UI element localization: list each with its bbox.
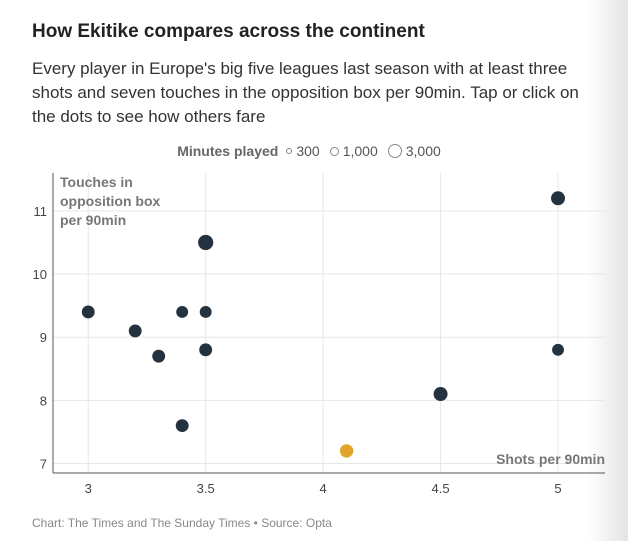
edge-shade <box>588 0 628 541</box>
legend-item-1000: 1,000 <box>329 143 378 159</box>
chart-footer: Chart: The Times and The Sunday Times • … <box>32 516 332 530</box>
legend-circle-3000-icon <box>387 144 402 158</box>
scatter-point[interactable] <box>199 343 213 357</box>
legend-circle-1000-icon <box>329 146 339 156</box>
y-tick-label: 10 <box>33 267 47 282</box>
legend-label: 1,000 <box>342 143 378 159</box>
scatter-point[interactable] <box>128 324 142 338</box>
chart-title: How Ekitike compares across the continen… <box>32 21 425 42</box>
legend-title: Minutes played <box>177 143 279 159</box>
legend-circle-300-icon <box>286 148 293 154</box>
scatter-point[interactable] <box>552 343 564 356</box>
highlight-point[interactable] <box>339 444 354 458</box>
legend-item-300: 300 <box>286 143 320 159</box>
scatter-point[interactable] <box>198 234 214 251</box>
legend-label: 3,000 <box>405 143 441 159</box>
scatter-point[interactable] <box>175 419 189 433</box>
y-axis-title: per 90min <box>60 212 126 228</box>
legend-label: 300 <box>296 143 320 159</box>
x-axis-title: Shots per 90min <box>496 451 605 467</box>
legend-item-3000: 3,000 <box>387 143 441 159</box>
x-tick-label: 3.5 <box>197 481 215 496</box>
scatter-point[interactable] <box>433 387 448 402</box>
scatter-point[interactable] <box>176 306 189 318</box>
scatter-point[interactable] <box>551 191 566 206</box>
scatter-point[interactable] <box>152 349 166 363</box>
y-tick-label: 7 <box>40 457 47 472</box>
y-tick-label: 8 <box>40 393 47 408</box>
y-tick-label: 9 <box>40 330 47 345</box>
y-axis-title: opposition box <box>60 193 161 209</box>
scatter-point[interactable] <box>199 306 212 318</box>
scatter-point[interactable] <box>81 305 95 319</box>
x-tick-label: 5 <box>554 481 561 496</box>
y-tick-label: 11 <box>34 204 48 219</box>
x-tick-label: 4.5 <box>432 481 450 496</box>
x-tick-label: 3 <box>85 481 92 496</box>
x-tick-label: 4 <box>320 481 327 496</box>
y-axis-title: Touches in <box>60 174 133 190</box>
chart-subtitle: Every player in Europe's big five league… <box>32 59 579 126</box>
size-legend: Minutes played 300 1,000 3,000 <box>0 143 628 159</box>
